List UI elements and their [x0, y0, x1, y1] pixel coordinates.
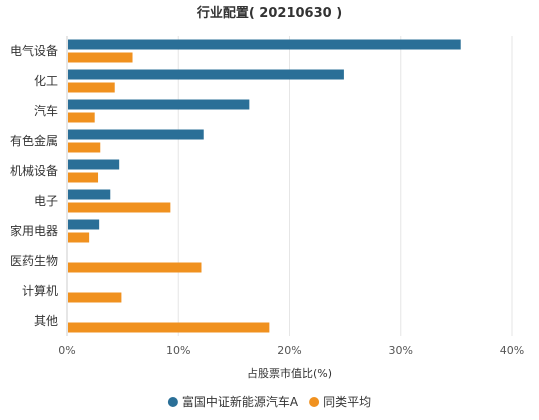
bar-series-0-6[interactable]: [68, 219, 100, 230]
category-label: 家用电器: [10, 223, 58, 238]
bar-series-1-6[interactable]: [68, 232, 90, 243]
x-tick-label: 0%: [58, 344, 75, 357]
x-tick-label: 20%: [277, 344, 301, 357]
bar-series-0-0[interactable]: [68, 39, 461, 50]
bar-series-1-0[interactable]: [68, 52, 133, 63]
legend[interactable]: 富国中证新能源汽车A 同类平均: [167, 394, 371, 409]
bar-series-1-3[interactable]: [68, 142, 101, 153]
x-tick-label: 40%: [500, 344, 524, 357]
bar-series-0-5[interactable]: [68, 189, 111, 200]
category-label: 化工: [34, 74, 58, 88]
bar-series-1-2[interactable]: [68, 112, 95, 123]
bar-series-1-1[interactable]: [68, 82, 115, 93]
bar-series-1-5[interactable]: [68, 202, 171, 213]
legend-marker: [309, 397, 320, 407]
chart-title: 行业配置( 20210630 ): [196, 5, 342, 21]
legend-label: 同类平均: [323, 395, 371, 409]
x-tick-label: 30%: [389, 344, 413, 357]
category-label: 电气设备: [10, 43, 58, 58]
bar-series-0-1[interactable]: [68, 69, 344, 80]
x-tick-label: 10%: [166, 344, 190, 357]
category-label: 有色金属: [10, 133, 58, 148]
legend-item-1[interactable]: 同类平均: [309, 395, 371, 409]
bar-series-0-4[interactable]: [68, 159, 120, 170]
bar-series-1-7[interactable]: [68, 262, 202, 273]
category-label: 其他: [34, 314, 58, 328]
category-label: 医药生物: [10, 254, 58, 268]
category-label: 汽车: [34, 103, 58, 118]
legend-item-0[interactable]: 富国中证新能源汽车A: [167, 394, 299, 409]
bar-series-1-9[interactable]: [68, 322, 270, 333]
bar-series-1-8[interactable]: [68, 292, 122, 303]
bars: [68, 39, 461, 333]
bar-series-1-4[interactable]: [68, 172, 99, 183]
legend-label: 富国中证新能源汽车A: [182, 394, 299, 409]
bar-series-0-3[interactable]: [68, 129, 204, 140]
bar-series-0-2[interactable]: [68, 99, 250, 110]
category-label: 机械设备: [10, 163, 58, 178]
category-label: 计算机: [22, 283, 58, 298]
category-label: 电子: [34, 194, 58, 208]
legend-marker: [167, 397, 178, 407]
x-axis-title: 占股票市值比(%): [247, 366, 332, 380]
grid: [66, 36, 513, 336]
x-tick-labels: 0% 10% 20% 30% 40%: [58, 344, 524, 357]
